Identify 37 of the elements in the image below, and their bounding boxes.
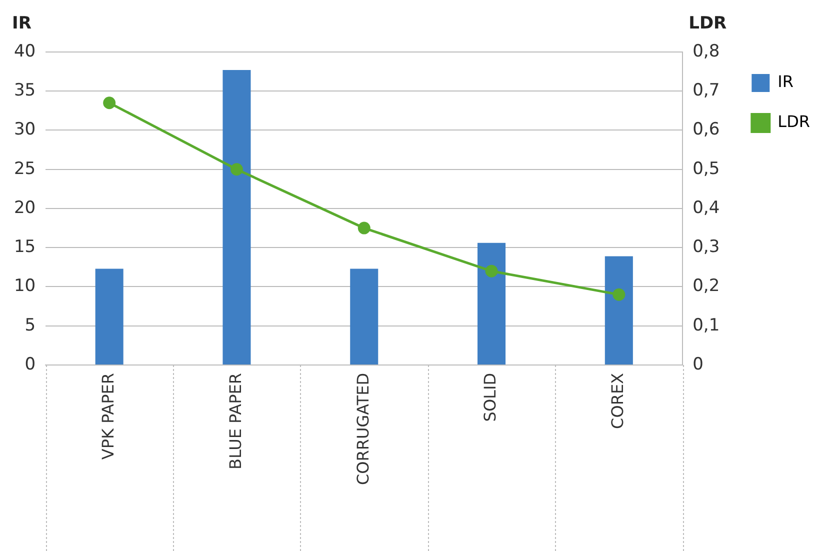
y2-tick-label: 0,2 [692,276,720,296]
y-tick-label: 40 [14,41,36,62]
point [485,264,498,278]
y-tick-label: 15 [14,237,36,258]
y-tick-label: 0 [24,354,36,374]
x-tick-label: BLUE PAPER [226,372,245,470]
bar [95,268,124,364]
x-tick-label: CORRUGATED [353,372,372,485]
y2-axis-title: LDR [688,13,727,34]
y-tick-label: 20 [14,198,36,218]
point [230,163,243,176]
x-tick-label: COREX [608,372,628,429]
y-axis-title: IR [12,13,32,34]
bar [478,242,506,364]
point [612,288,626,301]
bar [604,256,633,364]
x-tick-label: SOLID [480,372,500,422]
y2-tick-label: 0,8 [692,41,720,62]
bar [350,268,378,364]
y-tick-label: 25 [14,158,36,179]
y2-tick-label: 0 [692,354,704,374]
y-tick-label: 10 [14,276,36,296]
legend-label: IR [778,72,794,92]
bar [222,70,251,364]
y2-tick-label: 0,4 [692,198,720,218]
y-tick-label: 35 [14,80,36,101]
y2-tick-label: 0,1 [692,315,720,336]
point [358,222,370,234]
legend-label: LDR [778,112,810,132]
y2-tick-label: 0,6 [692,120,720,140]
y-tick-label: 5 [24,315,36,336]
y-tick-label: 30 [14,120,36,140]
y2-tick-label: 0,3 [692,237,720,258]
x-tick-label: VPK PAPER [98,372,118,460]
y2-tick-label: 0,5 [692,158,720,179]
point [103,96,116,110]
y2-tick-label: 0,7 [692,80,720,101]
